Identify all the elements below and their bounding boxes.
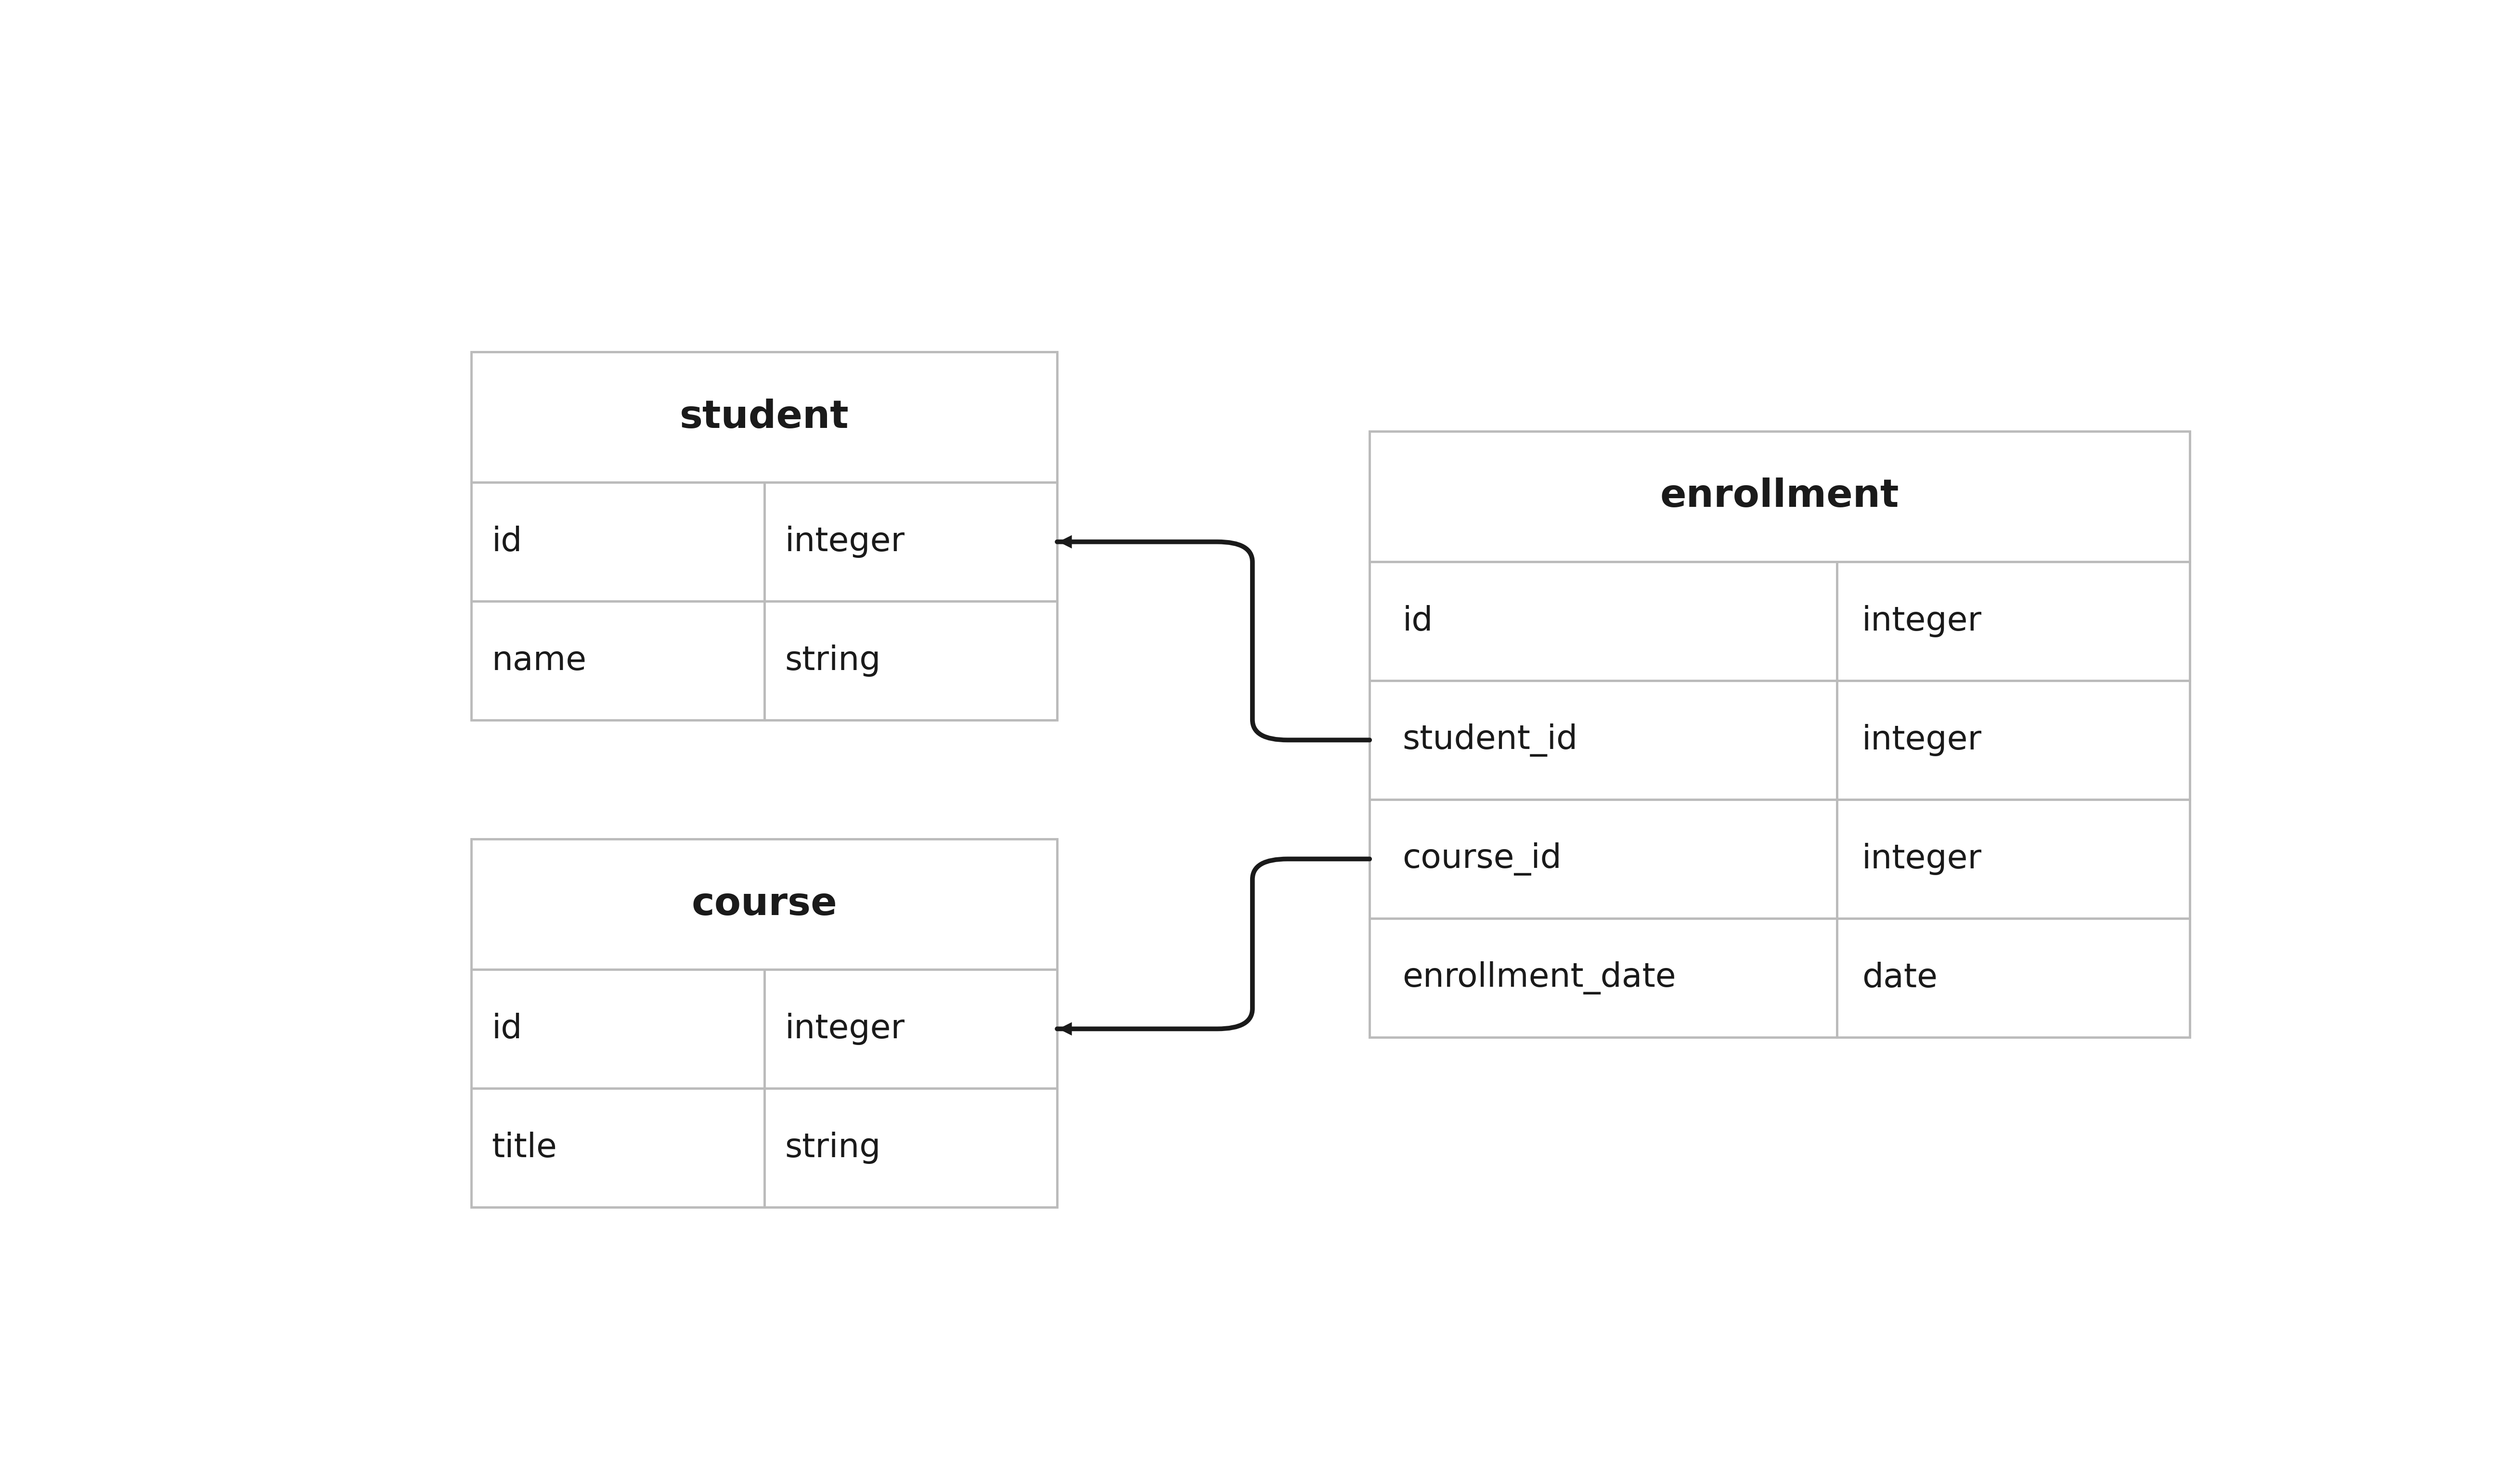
Text: course_id: course_id: [1401, 843, 1562, 875]
Text: enrollment_date: enrollment_date: [1401, 961, 1676, 994]
Bar: [1371, 799, 1837, 918]
Bar: [471, 352, 1058, 482]
Bar: [471, 482, 764, 602]
Bar: [471, 838, 1058, 969]
Text: id: id: [491, 1012, 522, 1044]
Bar: [1837, 799, 2190, 918]
Bar: [471, 602, 764, 721]
Bar: [1371, 918, 1837, 1037]
Bar: [1371, 431, 2190, 562]
Text: string: string: [784, 644, 879, 677]
Bar: [471, 969, 764, 1089]
Text: title: title: [491, 1131, 557, 1164]
Bar: [764, 602, 1058, 721]
Bar: [764, 482, 1058, 602]
Text: integer: integer: [784, 1012, 905, 1044]
Text: course: course: [690, 886, 837, 922]
Text: string: string: [784, 1131, 879, 1164]
Text: name: name: [491, 644, 587, 677]
Bar: [1837, 681, 2190, 800]
Text: integer: integer: [1862, 605, 1981, 637]
Text: integer: integer: [1862, 843, 1981, 875]
Bar: [1371, 562, 1837, 681]
Text: date: date: [1862, 962, 1938, 994]
Text: id: id: [1401, 605, 1434, 637]
Bar: [764, 1089, 1058, 1208]
Text: enrollment: enrollment: [1661, 478, 1900, 515]
Bar: [764, 969, 1058, 1089]
Text: student: student: [680, 399, 849, 435]
Text: id: id: [491, 525, 522, 558]
Bar: [1837, 918, 2190, 1037]
Bar: [1371, 681, 1837, 800]
Text: integer: integer: [784, 525, 905, 558]
Bar: [471, 1089, 764, 1208]
Text: student_id: student_id: [1401, 724, 1578, 756]
Bar: [1837, 562, 2190, 681]
Text: integer: integer: [1862, 724, 1981, 756]
